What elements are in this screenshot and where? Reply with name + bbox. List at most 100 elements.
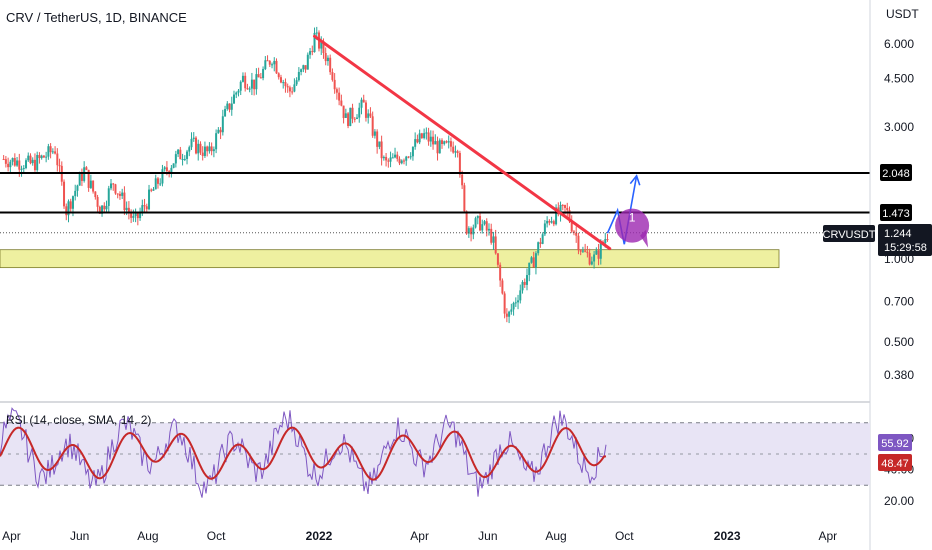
candle-body — [510, 309, 513, 312]
annotation-marker[interactable]: 1 — [615, 208, 650, 248]
candle-body — [367, 113, 370, 118]
candle-body — [181, 159, 184, 161]
candle-body — [351, 107, 354, 119]
rsi-ma-line — [0, 426, 607, 481]
candle-body — [362, 99, 365, 103]
candle-body — [78, 173, 81, 186]
candle-body — [396, 154, 399, 159]
candle-body — [409, 156, 412, 158]
candle-body — [445, 141, 448, 143]
candle-body — [449, 141, 452, 147]
candle-body — [215, 133, 218, 150]
candle-body — [371, 116, 374, 136]
candle-body — [496, 253, 499, 265]
time-axis[interactable]: Apr Jun Aug Oct 2022 Apr Jun Aug Oct 2023 Apr — [2, 529, 837, 543]
candle-body — [188, 147, 191, 152]
candle-body — [342, 105, 345, 118]
candle-body — [599, 241, 602, 259]
candle-body — [564, 205, 567, 208]
candle-body — [470, 228, 473, 235]
candle-body — [192, 137, 195, 139]
candle-body — [246, 88, 249, 90]
candle-body — [411, 146, 414, 157]
candle-body — [356, 117, 359, 119]
candle-body — [425, 132, 428, 134]
tag-current-price: 1.244 15:29:58 — [878, 224, 932, 256]
candle-body — [85, 167, 88, 170]
candle-body — [259, 77, 262, 79]
candle-body — [604, 239, 607, 244]
candle-body — [546, 220, 549, 224]
candle-body — [552, 221, 555, 225]
candle-body — [436, 141, 439, 154]
support-zone[interactable] — [0, 249, 780, 269]
candle-body — [333, 79, 336, 90]
candle-body — [139, 212, 142, 219]
candle-body — [575, 232, 578, 236]
candle-body — [233, 94, 236, 104]
currency-label: USDT — [886, 7, 919, 21]
candle-body — [134, 213, 137, 217]
candle-body — [456, 151, 459, 153]
candle-body — [349, 107, 352, 127]
candle-body — [255, 74, 258, 90]
candle-body — [49, 146, 52, 153]
candle-body — [291, 91, 294, 93]
candle-body — [116, 193, 119, 195]
candle-body — [186, 151, 189, 159]
time-tick-label: Aug — [137, 529, 158, 543]
candle-body — [271, 64, 274, 66]
price-tick-label: 0.700 — [884, 295, 914, 309]
candle-body — [429, 136, 432, 142]
candle-body — [286, 86, 289, 88]
candle-body — [566, 207, 569, 211]
candle-body — [588, 253, 591, 265]
chart-title: CRV / TetherUS, 1D, BINANCE — [6, 10, 187, 25]
candle-body — [284, 82, 287, 87]
candle-body — [568, 210, 571, 222]
candle-body — [534, 253, 537, 268]
tag-level-high: 2.048 — [880, 164, 912, 181]
candle-body — [92, 180, 95, 192]
candle-body — [438, 140, 441, 154]
candle-body — [525, 275, 528, 285]
candle-body — [476, 215, 479, 219]
candle-body — [112, 183, 115, 185]
candle-body — [537, 242, 540, 254]
candle-body — [65, 206, 68, 216]
candle-body — [376, 131, 379, 147]
svg-text:55.92: 55.92 — [881, 438, 909, 450]
price-tick-label: 0.500 — [884, 335, 914, 349]
candle-body — [74, 190, 77, 197]
candle-body — [25, 160, 28, 169]
candle-body — [264, 60, 267, 70]
candle-body — [467, 228, 470, 234]
candle-body — [315, 32, 318, 34]
candle-body — [226, 103, 229, 109]
candle-body — [297, 71, 300, 81]
candle-body — [203, 146, 206, 156]
candle-body — [405, 156, 408, 161]
candle-body — [165, 167, 168, 172]
candle-body — [483, 221, 486, 225]
candle-body — [508, 311, 511, 317]
candle-body — [584, 250, 587, 252]
candle-body — [434, 141, 437, 145]
candle-body — [521, 281, 524, 291]
rsi-line — [0, 407, 607, 498]
candle-body — [414, 139, 417, 147]
candle-body — [143, 205, 146, 207]
candle-body — [277, 73, 280, 78]
candle-body — [161, 169, 164, 184]
candle-body — [499, 264, 502, 281]
annotation-circle[interactable] — [615, 208, 650, 243]
candle-body — [555, 207, 558, 225]
red-trendline[interactable] — [313, 34, 612, 251]
candle-body — [244, 75, 247, 89]
candle-body — [136, 213, 139, 219]
candle-body — [579, 250, 582, 252]
candle-body — [306, 54, 309, 70]
candle-body — [385, 156, 388, 161]
